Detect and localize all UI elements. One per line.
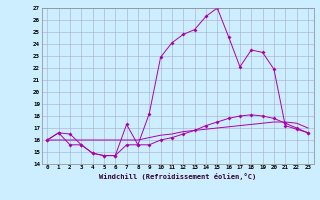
X-axis label: Windchill (Refroidissement éolien,°C): Windchill (Refroidissement éolien,°C) [99, 173, 256, 180]
